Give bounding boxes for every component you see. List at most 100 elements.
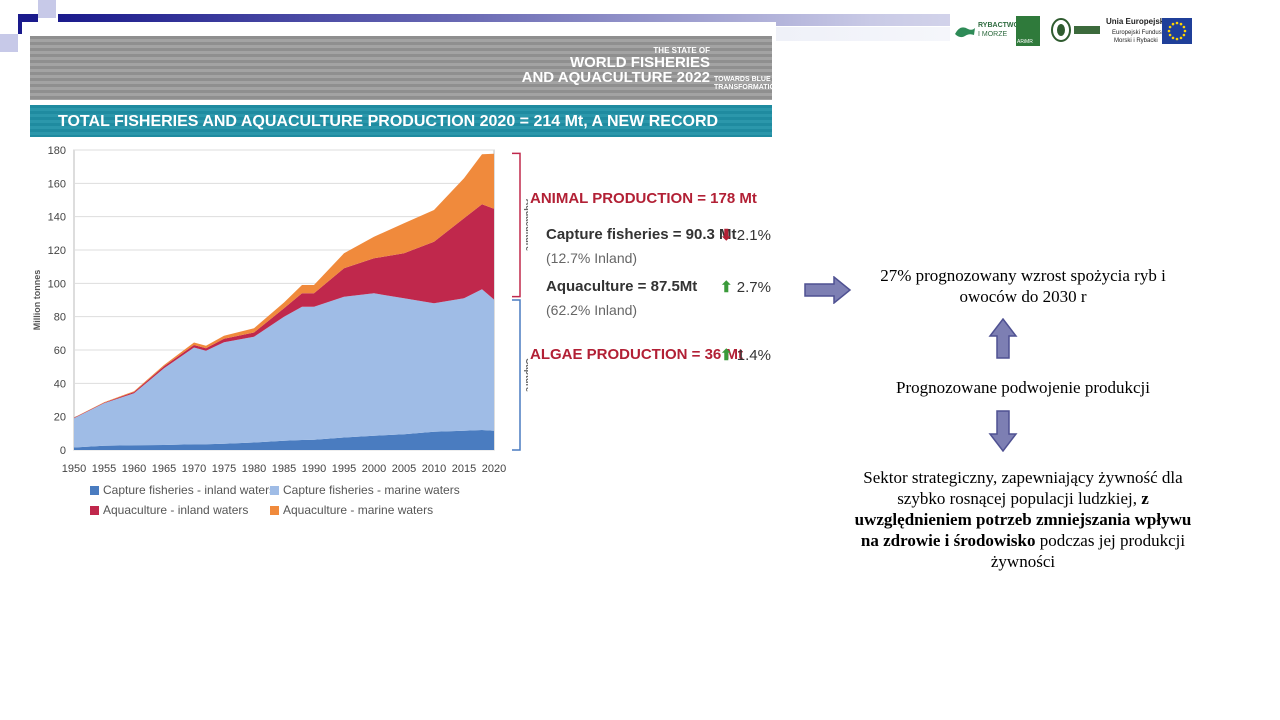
eu-fund-line2: Morski i Rybacki	[1114, 38, 1158, 44]
aquaculture-change-value: 2.7%	[736, 279, 771, 296]
legend-item: Capture fisheries - inland waters	[90, 483, 275, 497]
legend-label: Capture fisheries - inland waters	[103, 483, 276, 497]
area-series-2	[74, 289, 494, 448]
animal-production: ANIMAL PRODUCTION = 178 Mt	[530, 190, 757, 207]
algae-change: ⬆ 1.4%	[720, 346, 771, 364]
capture-change: ⬇ 2.1%	[720, 226, 771, 244]
x-tick-label: 1985	[272, 463, 296, 475]
y-tick-label: 0	[60, 445, 66, 457]
area-series-3	[74, 204, 494, 419]
strategic-sector-text: Sektor strategiczny, zapewniający żywnoś…	[850, 467, 1196, 572]
banner-title: THE STATE OF WORLD FISHERIES AND AQUACUL…	[470, 46, 710, 85]
chart-title: TOTAL FISHERIES AND AQUACULTURE PRODUCTI…	[58, 113, 719, 130]
x-tick-label: 2005	[392, 463, 416, 475]
program-logo-bar	[1074, 26, 1100, 34]
capture-inland-note: (12.7% Inland)	[546, 250, 638, 266]
arrow-up-icon	[988, 318, 1018, 359]
banner-line-3: AND AQUACULTURE 2022	[521, 69, 710, 86]
capture-fisheries-value: Capture fisheries = 90.3 Mt	[546, 226, 737, 243]
x-tick-label: 1965	[152, 463, 176, 475]
aquaculture-bracket	[512, 152, 521, 298]
arimr-text: ARiMR	[1017, 39, 1033, 45]
legend-swatch	[90, 506, 99, 516]
y-tick-label: 180	[48, 145, 66, 157]
x-tick-label: 2000	[362, 463, 386, 475]
rybactwo-logo: RYBACTWO I MORZE	[954, 18, 1019, 44]
legend-swatch	[90, 486, 99, 496]
x-tick-label: 2015	[452, 463, 476, 475]
x-tick-label: 2010	[422, 463, 446, 475]
legend-swatch	[270, 506, 279, 516]
y-tick-label: 60	[54, 345, 66, 357]
legend-item: Aquaculture - marine waters	[270, 503, 433, 517]
aquaculture-value: Aquaculture = 87.5Mt	[546, 278, 698, 295]
chart-title-bar: TOTAL FISHERIES AND AQUACULTURE PRODUCTI…	[30, 105, 772, 137]
x-tick-label: 1990	[302, 463, 326, 475]
banner-line-1: THE STATE OF	[653, 46, 710, 55]
legend-label: Aquaculture - marine waters	[283, 503, 434, 517]
algae-production: ALGAE PRODUCTION = 36 Mt	[530, 346, 743, 363]
aquaculture-inland-note: (62.2% Inland)	[546, 302, 638, 318]
logo-strip: RYBACTWO I MORZE ARiMR Unia Europejska E…	[950, 14, 1222, 48]
eu-star	[1182, 25, 1186, 29]
emblem-icon	[1051, 18, 1071, 42]
banner-tagline: TOWARDS BLUE TRANSFORMATION	[714, 76, 780, 91]
y-tick-label: 160	[48, 178, 66, 190]
eu-star	[1167, 29, 1171, 33]
legend-label: Aquaculture - inland waters	[103, 503, 249, 517]
legend-label: Capture fisheries - marine waters	[283, 483, 460, 497]
x-tick-label: 1950	[62, 463, 86, 475]
x-tick-label: 1970	[182, 463, 206, 475]
strategic-text-part1: Sektor strategiczny, zapewniający żywnoś…	[863, 468, 1183, 508]
forecast-consumption-text: 27% prognozowany wzrost spożycia ryb i o…	[880, 266, 1166, 306]
rybactwo-text: RYBACTWO	[978, 22, 1019, 29]
capture-annotation: Capture	[524, 358, 528, 392]
eu-star	[1183, 29, 1187, 33]
decor-square	[38, 0, 56, 18]
capture-bracket	[512, 299, 521, 451]
strategic-text-bold: z uwzględnieniem potrzeb zmniejszania wp…	[854, 489, 1192, 550]
x-tick-label: 1960	[122, 463, 146, 475]
fish-icon	[955, 27, 975, 38]
legend-item: Capture fisheries - marine waters	[270, 483, 460, 497]
eu-star	[1175, 21, 1179, 25]
eu-star	[1168, 33, 1172, 37]
x-tick-label: 2020	[482, 463, 506, 475]
eu-flag-icon	[1162, 18, 1192, 44]
arrow-down-icon: ⬇	[720, 227, 733, 244]
legend-swatch	[270, 486, 279, 496]
y-tick-label: 120	[48, 245, 66, 257]
eu-title: Unia Europejska	[1106, 17, 1169, 26]
production-area-chart: 0 20 40 60 80 100 120 140 160 180 1950 1955 1960 1965…	[32, 145, 528, 475]
y-tick-label: 100	[48, 278, 66, 290]
arimr-logo: ARiMR	[1016, 16, 1040, 46]
capture-change-value: 2.1%	[736, 227, 771, 244]
x-tick-label: 1955	[92, 463, 116, 475]
y-tick-label: 140	[48, 212, 66, 224]
arrow-up-icon: ⬆	[720, 279, 733, 296]
arrow-up-icon: ⬆	[720, 347, 733, 364]
eu-star	[1179, 36, 1183, 40]
eu-star	[1171, 22, 1175, 26]
legend-item: Aquaculture - inland waters	[90, 503, 248, 517]
banner-line-2: WORLD FISHERIES	[569, 54, 710, 71]
x-tick-label: 1995	[332, 463, 356, 475]
rybactwo-text-2: I MORZE	[978, 31, 1008, 38]
forecast-production-text: Prognozowane podwojenie produkcji	[896, 378, 1150, 397]
strategic-text-part2: podczas jej produkcji żywności	[990, 531, 1186, 571]
arrow-right-icon	[804, 276, 852, 304]
eu-star	[1182, 33, 1186, 37]
algae-change-value: 1.4%	[736, 347, 771, 364]
eu-star	[1179, 22, 1183, 26]
eu-fund-line1: Europejski Fundusz	[1112, 30, 1165, 36]
y-axis-label: Million tonnes	[32, 270, 42, 331]
eu-fund-text: Unia Europejska Europejski Fundusz Morsk…	[1106, 16, 1176, 46]
y-tick-label: 40	[54, 378, 66, 390]
aquaculture-annotation: Aquaculture	[524, 199, 528, 252]
eu-star	[1168, 25, 1172, 29]
x-tick-label: 1980	[242, 463, 266, 475]
aquaculture-change: ⬆ 2.7%	[720, 278, 771, 296]
decor-square	[0, 34, 18, 52]
x-tick-label: 1975	[212, 463, 236, 475]
y-tick-label: 80	[54, 312, 66, 324]
